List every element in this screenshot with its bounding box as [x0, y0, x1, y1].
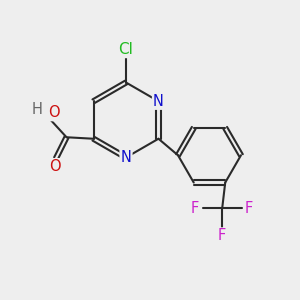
- Text: F: F: [218, 228, 226, 243]
- Text: N: N: [153, 94, 164, 109]
- Text: F: F: [245, 200, 254, 215]
- Text: F: F: [191, 200, 200, 215]
- Text: N: N: [121, 150, 131, 165]
- Text: O: O: [48, 105, 59, 120]
- Text: Cl: Cl: [118, 42, 134, 57]
- Text: H: H: [32, 102, 43, 117]
- Text: O: O: [49, 159, 60, 174]
